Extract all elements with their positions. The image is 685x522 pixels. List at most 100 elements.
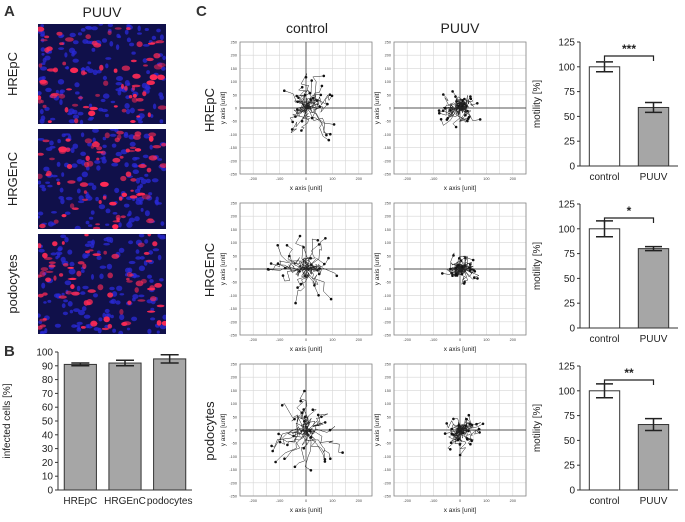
nucleus-dot (83, 314, 91, 319)
nucleus-dot (51, 174, 58, 178)
nucleus-dot (138, 234, 145, 238)
track-x-tick: 0 (305, 499, 307, 503)
stain-spot (58, 146, 67, 153)
significance-bracket (603, 217, 655, 223)
nucleus-dot (87, 68, 94, 73)
track-plot-hrepc-puuv: -250 -200 -150 -100 -50 0 50 100 150 200 250 -200 -1… (374, 41, 527, 192)
track-endpoint (288, 254, 291, 258)
nucleus-dot (63, 299, 68, 303)
track-y-tick: 100 (385, 80, 391, 84)
cell-track (451, 428, 463, 436)
y-tick-label: 0 (569, 324, 575, 335)
nucleus-dot (162, 314, 166, 320)
stain-spot (100, 181, 109, 187)
stain-spot (116, 134, 122, 140)
panel-c-col-puuv: PUUV (440, 20, 480, 36)
stain-spot (148, 135, 154, 142)
track-x-label: x axis [unit] (290, 346, 323, 353)
track-y-tick: 250 (385, 41, 391, 45)
track-endpoint (302, 246, 305, 249)
track-endpoint (297, 96, 300, 99)
track-endpoint (303, 389, 306, 393)
stain-spot (146, 80, 155, 85)
x-tick-label: HRGEnC (104, 496, 146, 507)
nucleus-dot (76, 159, 83, 165)
nucleus-dot (40, 24, 44, 28)
nucleus-dot (159, 234, 166, 238)
nucleus-dot (42, 57, 47, 63)
track-endpoint (461, 265, 464, 269)
nucleus-dot (68, 47, 76, 54)
nucleus-dot (45, 181, 50, 184)
track-endpoint (469, 97, 473, 101)
stain-spot (61, 241, 65, 245)
track-endpoint (300, 119, 304, 123)
nucleus-dot (85, 194, 91, 199)
stain-spot (38, 293, 44, 298)
nucleus-dot (73, 308, 80, 312)
nucleus-dot (71, 163, 78, 168)
cell-track (459, 268, 468, 284)
y-tick-label: 0 (47, 486, 53, 497)
nucleus-dot (80, 291, 86, 295)
track-endpoint (449, 441, 453, 444)
stain-spot (48, 261, 56, 264)
track-y-tick: -100 (229, 133, 237, 137)
track-endpoint (294, 115, 297, 118)
nucleus-dot (98, 24, 104, 26)
nucleus-dot (102, 144, 107, 148)
nucleus-dot (47, 299, 52, 303)
stain-spot (64, 107, 69, 113)
stain-spot (126, 27, 131, 31)
nucleus-dot (84, 25, 92, 30)
track-endpoint (481, 422, 485, 426)
cell-track (459, 106, 468, 116)
track-endpoint (316, 413, 320, 417)
stain-spot (146, 310, 156, 313)
stain-spot (56, 181, 61, 186)
chart-c-motility-podocytes: 0 25 50 75 100 125 motility [%] control PUUV ** (532, 362, 678, 507)
track-endpoint (341, 451, 344, 454)
stain-spot (142, 91, 147, 97)
stain-spot (121, 65, 131, 71)
cell-track (305, 258, 325, 271)
stain-spot (152, 241, 158, 247)
track-y-tick: 150 (231, 67, 237, 71)
nucleus-dot (49, 145, 56, 149)
nucleus-dot (64, 280, 72, 286)
nucleus-dot (64, 236, 69, 243)
track-plot-hrgenc-puuv: -250 -200 -150 -100 -50 0 50 100 150 200 250 -200 -1… (374, 202, 527, 353)
stain-spot (157, 62, 166, 68)
track-x-tick: 100 (483, 338, 489, 342)
nucleus-dot (50, 252, 57, 256)
stain-spot (127, 300, 132, 305)
track-endpoint (278, 440, 282, 444)
nucleus-dot (100, 157, 106, 160)
track-endpoint (274, 460, 277, 464)
nucleus-dot (61, 172, 65, 177)
track-endpoint (443, 106, 447, 110)
track-endpoint (295, 94, 298, 98)
track-endpoint (296, 100, 299, 104)
nucleus-dot (127, 267, 133, 274)
stain-spot (109, 201, 117, 206)
track-x-label: x axis [unit] (290, 507, 323, 514)
nucleus-dot (150, 317, 156, 321)
nucleus-dot (51, 211, 57, 214)
cell-track (298, 94, 310, 110)
stain-spot (131, 85, 136, 91)
track-endpoint (466, 109, 469, 113)
nucleus-dot (104, 113, 109, 118)
nucleus-dot (69, 309, 74, 314)
stain-spot (113, 68, 118, 73)
track-endpoint (332, 123, 336, 126)
track-endpoint (283, 89, 286, 92)
nucleus-dot (90, 210, 95, 215)
stain-spot (101, 327, 109, 331)
cell-track (305, 422, 326, 435)
nucleus-dot (115, 44, 120, 50)
track-endpoint (294, 301, 297, 305)
cell-track (300, 268, 310, 285)
y-tick-label: 40 (42, 430, 54, 441)
track-endpoint (296, 286, 299, 289)
